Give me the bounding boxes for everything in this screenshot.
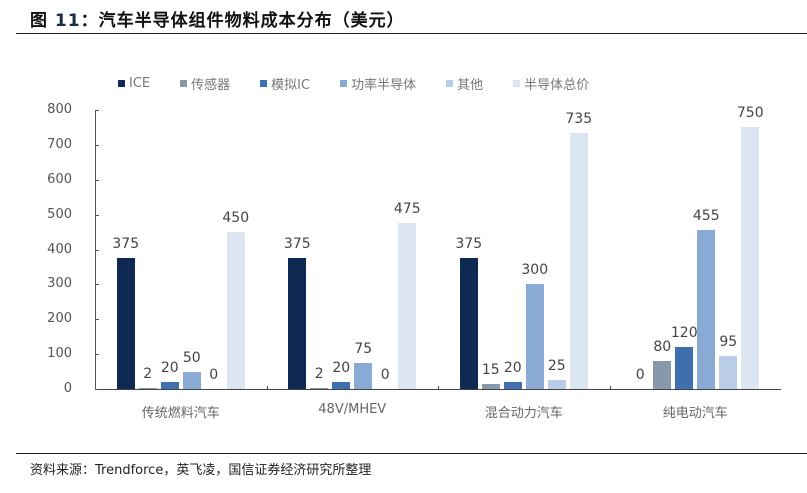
bar — [354, 362, 373, 389]
bar — [503, 382, 522, 389]
data-label: 75 — [354, 340, 373, 357]
legend-item: 传感器 — [180, 74, 230, 93]
y-tick-mark — [95, 110, 99, 111]
legend-swatch-icon — [446, 80, 454, 87]
y-tick-label: 200 — [47, 311, 72, 327]
bar — [288, 258, 307, 389]
bottom-rule — [16, 453, 807, 454]
figure-title-text: ：汽车半导体组件物料成本分布（美元） — [80, 11, 405, 31]
data-label: 455 — [692, 208, 720, 225]
bar — [547, 380, 566, 389]
y-tick-label: 100 — [47, 346, 72, 362]
y-tick-mark — [95, 319, 99, 321]
figure-prefix: 图 — [30, 11, 48, 31]
legend-item: 功率半导体 — [340, 74, 416, 93]
figure-title: 图 11：汽车半导体组件物料成本分布（美元） — [30, 6, 405, 31]
y-tick-mark — [95, 284, 99, 286]
bar — [719, 355, 738, 389]
y-tick-mark — [95, 389, 99, 390]
figure-number: 11 — [54, 11, 81, 31]
bar — [138, 388, 157, 389]
bar — [182, 371, 201, 389]
bar — [398, 223, 417, 389]
y-tick-mark — [95, 354, 99, 356]
legend-item: ICE — [118, 74, 150, 93]
x-tick-mark — [266, 386, 268, 390]
legend-swatch-icon — [513, 80, 521, 87]
category-label: 48V/MHEV — [318, 402, 387, 417]
source-note: 资料来源：Trendforce，英飞凌，国信证券经济研究所整理 — [30, 463, 372, 478]
data-label: 2 — [314, 366, 324, 383]
legend-item: 模拟IC — [260, 74, 310, 93]
data-label: 0 — [209, 367, 219, 383]
bar — [569, 132, 588, 389]
x-tick-mark — [438, 386, 439, 390]
data-label: 20 — [160, 360, 179, 377]
y-tick-label: 400 — [47, 241, 72, 257]
bar — [310, 388, 329, 389]
data-label: 300 — [521, 262, 549, 279]
data-label: 375 — [455, 236, 483, 253]
bar — [332, 382, 351, 389]
top-rule — [16, 33, 807, 34]
legend-label: ICE — [129, 76, 151, 91]
y-tick-label: 500 — [47, 206, 72, 222]
legend-item: 半导体总价 — [513, 74, 589, 93]
data-label: 120 — [670, 325, 698, 342]
chart-legend: ICE 传感器 模拟IC 功率半导体 其他 半导体总价 — [118, 74, 619, 93]
bar — [481, 383, 500, 389]
data-label: 475 — [393, 201, 421, 218]
legend-label: 传感器 — [191, 78, 231, 93]
data-label: 95 — [719, 333, 738, 350]
x-tick-mark — [609, 386, 611, 390]
y-tick-label: 800 — [47, 102, 72, 117]
category-label: 传统燃料汽车 — [141, 406, 220, 421]
legend-swatch-icon — [340, 80, 348, 87]
legend-label: 半导体总价 — [524, 78, 590, 93]
bar — [116, 258, 135, 389]
y-tick-label: 0 — [63, 381, 72, 396]
data-label: 80 — [653, 339, 672, 356]
data-label: 375 — [283, 236, 311, 253]
bar — [653, 361, 672, 389]
y-tick-mark — [95, 144, 99, 146]
legend-swatch-icon — [118, 80, 125, 87]
data-label: 750 — [736, 105, 764, 122]
bar — [160, 382, 179, 389]
data-label: 2 — [143, 366, 153, 383]
bar — [459, 258, 478, 389]
legend-swatch-icon — [180, 80, 188, 87]
data-label: 15 — [481, 361, 500, 378]
bar — [525, 284, 544, 389]
data-label: 375 — [112, 236, 140, 253]
legend-item: 其他 — [446, 74, 483, 93]
y-tick-mark — [95, 214, 99, 216]
legend-swatch-icon — [260, 80, 268, 87]
bar — [226, 232, 245, 389]
y-tick-mark — [95, 179, 99, 181]
bar — [741, 127, 760, 389]
data-label: 20 — [503, 360, 522, 377]
bar — [697, 230, 716, 389]
data-label: 25 — [547, 358, 566, 375]
data-label: 50 — [182, 349, 201, 366]
bar — [675, 347, 694, 389]
category-label: 纯电动汽车 — [662, 406, 728, 421]
legend-label: 其他 — [457, 78, 484, 93]
data-label: 0 — [635, 367, 645, 383]
category-label: 混合动力汽车 — [484, 406, 563, 421]
y-tick-label: 700 — [47, 136, 72, 152]
data-label: 450 — [222, 210, 250, 227]
data-label: 20 — [332, 360, 351, 377]
legend-label: 模拟IC — [271, 78, 311, 93]
y-tick-mark — [95, 249, 99, 251]
legend-label: 功率半导体 — [351, 78, 417, 93]
data-label: 0 — [380, 367, 390, 383]
data-label: 735 — [565, 110, 593, 127]
y-tick-label: 300 — [47, 276, 72, 292]
y-tick-label: 600 — [47, 171, 72, 187]
